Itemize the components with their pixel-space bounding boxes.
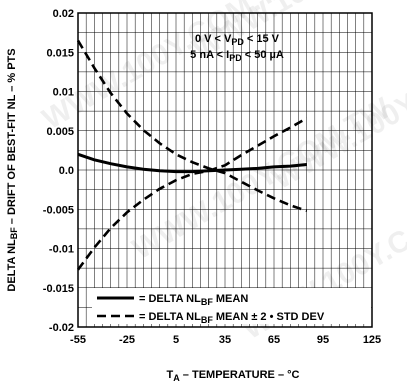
y-axis-label-text: – DRIFT OF BEST-FIT NL – % PTS [6, 48, 18, 227]
annotation-subscript: PD [229, 53, 242, 63]
x-axis-ticks: -55 -25 5 35 65 95 125 [70, 334, 381, 346]
x-tick-label: 95 [317, 334, 329, 346]
legend-subscript: BF [201, 297, 213, 307]
legend-background [92, 288, 371, 324]
x-axis-label-subscript: A [173, 373, 180, 383]
y-tick-label: 0.015 [46, 47, 74, 59]
legend: = DELTA NLBF MEAN= DELTA NLBF MEAN ± 2 •… [92, 288, 371, 325]
y-axis-label-subscript: BF [9, 227, 19, 239]
x-tick-label: -25 [119, 334, 135, 346]
series-line-1 [77, 152, 307, 174]
legend-text: MEAN [213, 293, 249, 305]
x-axis-label: TA – TEMPERATURE – °C [167, 369, 300, 383]
legend-label: = DELTA NLBF MEAN ± 2 • STD DEV [139, 311, 325, 325]
y-tick-label: -0.005 [43, 204, 74, 216]
legend-text: = DELTA NL [139, 311, 201, 323]
y-tick-label: 0.005 [46, 126, 74, 138]
x-tick-label: 65 [268, 334, 280, 346]
annotation-text: < 50 µA [242, 49, 284, 61]
annotation-text: 0 V < V [195, 33, 232, 45]
y-tick-label: -0.015 [43, 283, 74, 295]
annotation-line: 5 nA < IPD < 50 µA [190, 49, 284, 63]
series-layer [76, 39, 308, 271]
y-axis-ticks: -0.02 -0.015 -0.01 -0.005 0.0 0.005 0.01 0.015 0… [43, 8, 74, 334]
legend-text: = DELTA NL [139, 293, 201, 305]
x-axis-label-text: – TEMPERATURE – °C [180, 369, 300, 381]
y-axis-label-text: DELTA NL [6, 239, 18, 292]
x-tick-label: 5 [173, 334, 179, 346]
annotation-line: 0 V < VPD < 15 V [195, 33, 280, 47]
y-axis-label: DELTA NLBF – DRIFT OF BEST-FIT NL – % PT… [6, 48, 19, 291]
y-tick-label: 0.0 [59, 165, 74, 177]
x-tick-label: -55 [70, 334, 86, 346]
x-tick-label: 35 [219, 334, 231, 346]
conditions-annotation: 0 V < VPD < 15 V5 nA < IPD < 50 µA [190, 33, 284, 63]
x-tick-label: 125 [363, 334, 381, 346]
y-tick-label: 0.01 [53, 87, 74, 99]
legend-text: MEAN ± 2 • STD DEV [213, 311, 325, 323]
series-line-3 [76, 117, 308, 271]
y-tick-label: -0.02 [49, 322, 74, 334]
annotation-text: < 15 V [244, 33, 280, 45]
y-tick-label: -0.01 [49, 244, 74, 256]
x-axis-label-text: T [167, 369, 174, 381]
plot-frame [77, 12, 373, 328]
legend-label: = DELTA NLBF MEAN [139, 293, 248, 307]
y-tick-label: 0.02 [53, 8, 74, 20]
legend-subscript: BF [201, 315, 213, 325]
annotation-text: 5 nA < I [190, 49, 229, 61]
annotation-subscript: PD [231, 37, 244, 47]
series-line-2 [76, 39, 308, 213]
